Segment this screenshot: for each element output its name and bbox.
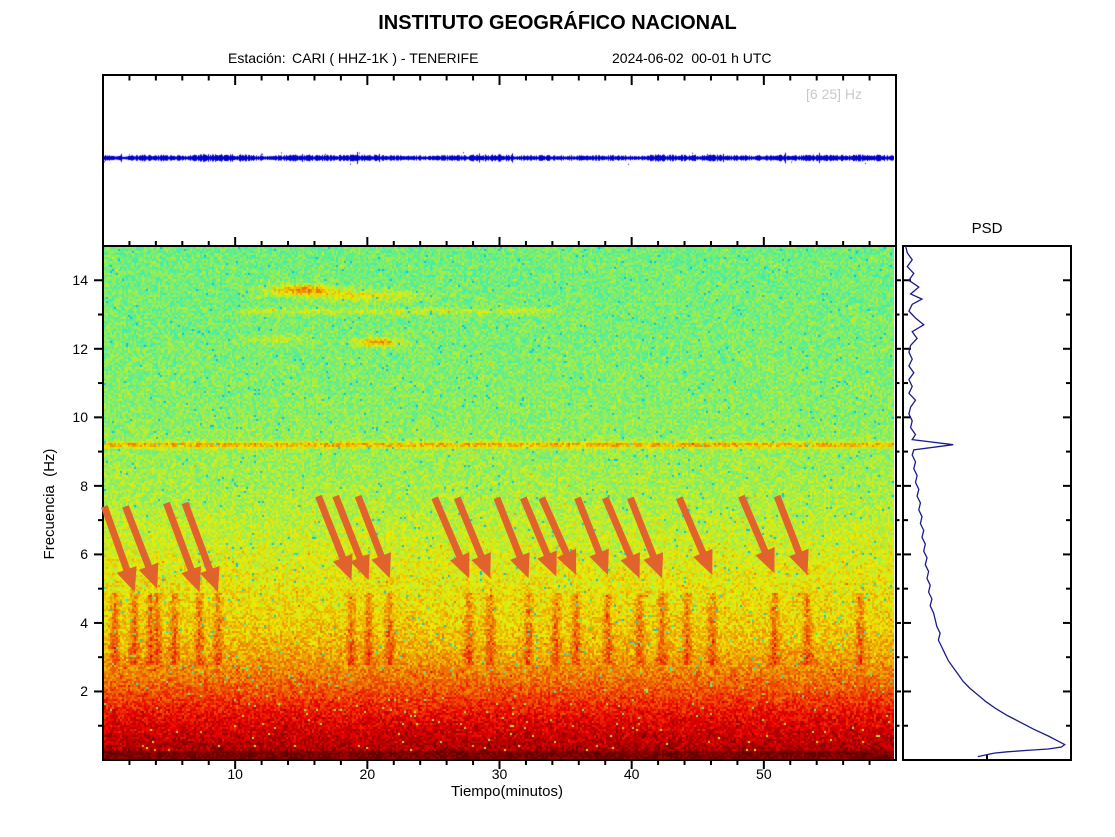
station-label: Estación: — [228, 50, 286, 66]
y-tick-label: 2 — [80, 683, 88, 700]
psd-panel-frame — [902, 245, 1072, 761]
station-value: CARI ( HHZ-1K ) - TENERIFE — [292, 50, 479, 66]
y-tick-label: 8 — [80, 477, 88, 494]
x-tick-label: 10 — [227, 766, 243, 782]
x-tick-label: 30 — [491, 766, 508, 782]
x-tick-label: 40 — [623, 766, 640, 782]
y-tick-label: 6 — [80, 546, 88, 563]
figure-title: INSTITUTO GEOGRÁFICO NACIONAL — [378, 12, 737, 34]
y-axis-label: Frecuencia (Hz) — [41, 448, 58, 560]
x-tick-label: 50 — [756, 766, 772, 782]
y-tick-label: 10 — [72, 409, 88, 426]
psd-curve — [904, 245, 1066, 758]
y-tick-label: 12 — [72, 340, 88, 357]
bandpass-label: [6 25] Hz — [805, 86, 862, 102]
y-tick-label: 4 — [80, 614, 88, 631]
datetime-label: 2024-06-02 00-01 h UTC — [612, 50, 772, 66]
psd-title: PSD — [971, 220, 1003, 237]
spectrogram-canvas — [104, 247, 894, 759]
x-tick-label: 20 — [359, 766, 376, 782]
y-tick-label: 14 — [72, 272, 88, 289]
x-axis-label: Tiempo(minutos) — [451, 783, 563, 800]
